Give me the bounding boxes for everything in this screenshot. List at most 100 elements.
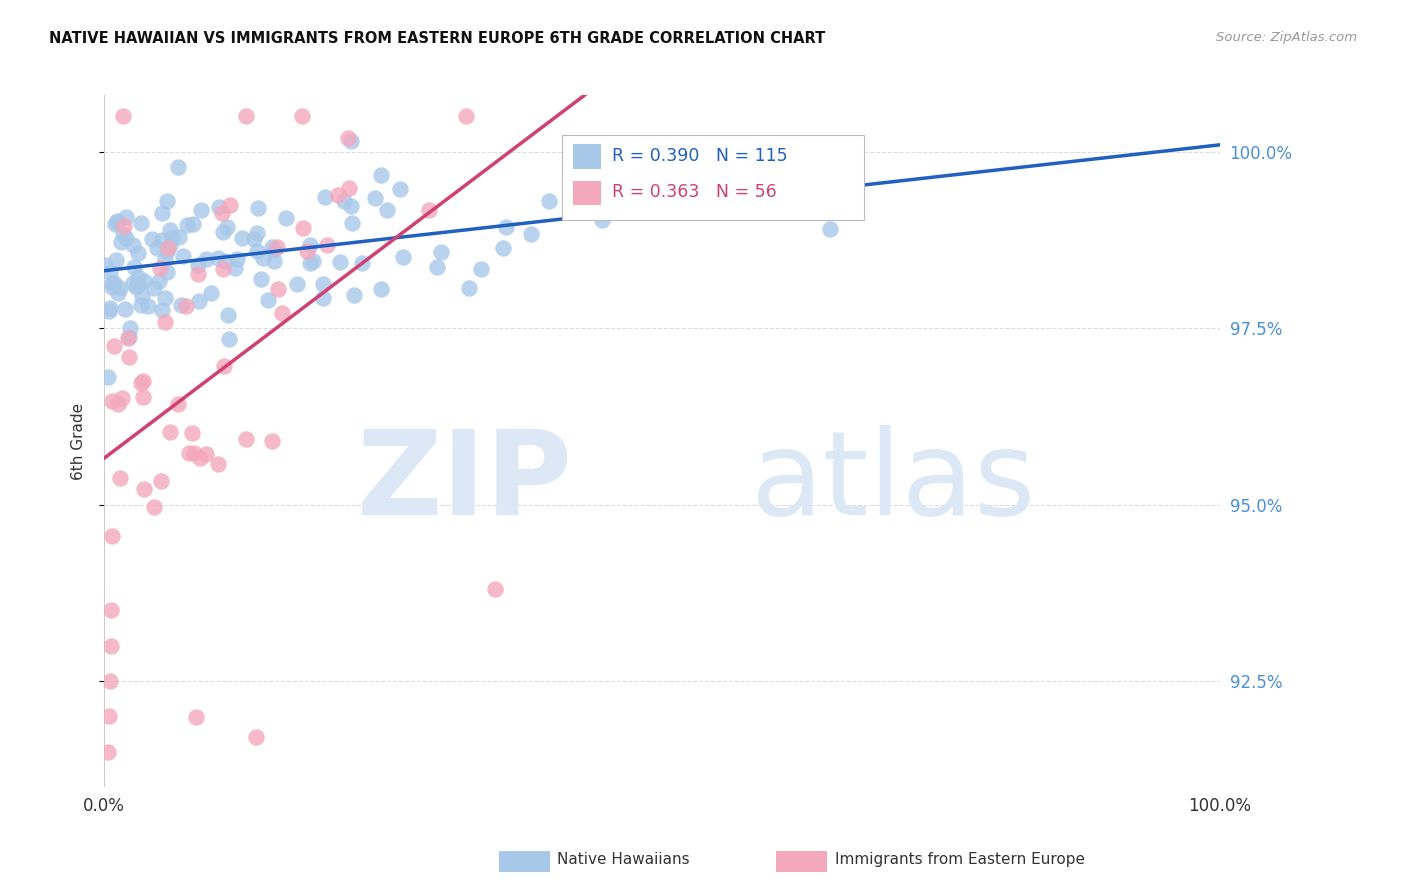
Point [118, 329, 141, 343]
Point [328, 187, 350, 202]
Point [212, 225, 235, 239]
Point [495, 220, 517, 235]
Point [430, 244, 453, 259]
Point [591, 213, 613, 227]
Point [112, 227, 135, 241]
Point [169, 297, 191, 311]
Point [190, 202, 212, 217]
Point [176, 299, 198, 313]
Point [454, 110, 477, 124]
Point [157, 242, 180, 256]
Point [149, 474, 172, 488]
Point [188, 451, 211, 466]
Point [470, 261, 492, 276]
Point [388, 182, 411, 196]
Text: R = 0.363   N = 56: R = 0.363 N = 56 [612, 183, 778, 201]
Point [101, 529, 124, 543]
Point [124, 280, 146, 294]
Point [156, 265, 179, 279]
Point [176, 218, 198, 232]
Point [101, 394, 124, 409]
Point [520, 227, 543, 241]
Point [100, 639, 122, 653]
Point [118, 320, 141, 334]
Point [370, 168, 392, 182]
Point [131, 289, 153, 303]
Point [167, 397, 190, 411]
Text: ZIP: ZIP [357, 425, 572, 540]
Point [94, 258, 117, 272]
Point [195, 252, 218, 266]
Point [108, 280, 131, 294]
Point [231, 231, 253, 245]
Text: Immigrants from Eastern Europe: Immigrants from Eastern Europe [835, 853, 1085, 867]
Point [302, 253, 325, 268]
Point [110, 471, 132, 485]
Point [200, 285, 222, 300]
Point [271, 306, 294, 320]
Point [194, 447, 217, 461]
Point [297, 244, 319, 258]
Point [142, 500, 165, 514]
Point [105, 214, 128, 228]
Point [247, 201, 270, 215]
Point [104, 252, 127, 267]
Point [121, 276, 143, 290]
Point [340, 199, 363, 213]
Point [187, 268, 209, 282]
Text: Native Hawaiians: Native Hawaiians [557, 853, 689, 867]
Point [153, 291, 176, 305]
Point [107, 285, 129, 300]
Point [235, 110, 257, 124]
Point [110, 235, 132, 250]
Point [160, 230, 183, 244]
Point [208, 201, 231, 215]
Point [187, 293, 209, 308]
Point [105, 215, 128, 229]
Text: NATIVE HAWAIIAN VS IMMIGRANTS FROM EASTERN EUROPE 6TH GRADE CORRELATION CHART: NATIVE HAWAIIAN VS IMMIGRANTS FROM EASTE… [49, 31, 825, 46]
Point [290, 110, 312, 124]
Point [562, 194, 585, 209]
Point [177, 446, 200, 460]
Point [246, 244, 269, 258]
Point [101, 280, 124, 294]
Point [375, 203, 398, 218]
Point [153, 252, 176, 267]
Point [249, 272, 271, 286]
Point [207, 251, 229, 265]
Point [492, 241, 515, 255]
Point [148, 261, 170, 276]
Point [146, 241, 169, 255]
Point [103, 276, 125, 290]
Text: atlas: atlas [751, 425, 1036, 540]
Point [143, 281, 166, 295]
Point [101, 277, 124, 291]
Point [107, 397, 129, 411]
Point [484, 582, 506, 597]
Point [128, 277, 150, 292]
Point [312, 291, 335, 305]
Point [263, 254, 285, 268]
Point [150, 302, 173, 317]
Point [332, 194, 354, 208]
Point [596, 200, 619, 214]
Point [274, 211, 297, 226]
Point [337, 130, 360, 145]
Point [291, 220, 314, 235]
Point [122, 260, 145, 275]
Point [260, 434, 283, 449]
Point [224, 260, 246, 275]
Point [187, 258, 209, 272]
Point [186, 710, 208, 724]
Point [114, 302, 136, 317]
Point [657, 176, 679, 190]
Point [134, 274, 156, 288]
Point [329, 254, 352, 268]
Point [263, 243, 285, 257]
Point [219, 198, 242, 212]
Point [211, 205, 233, 219]
Point [181, 426, 204, 441]
Point [298, 238, 321, 252]
Point [678, 178, 700, 192]
Point [115, 210, 138, 224]
